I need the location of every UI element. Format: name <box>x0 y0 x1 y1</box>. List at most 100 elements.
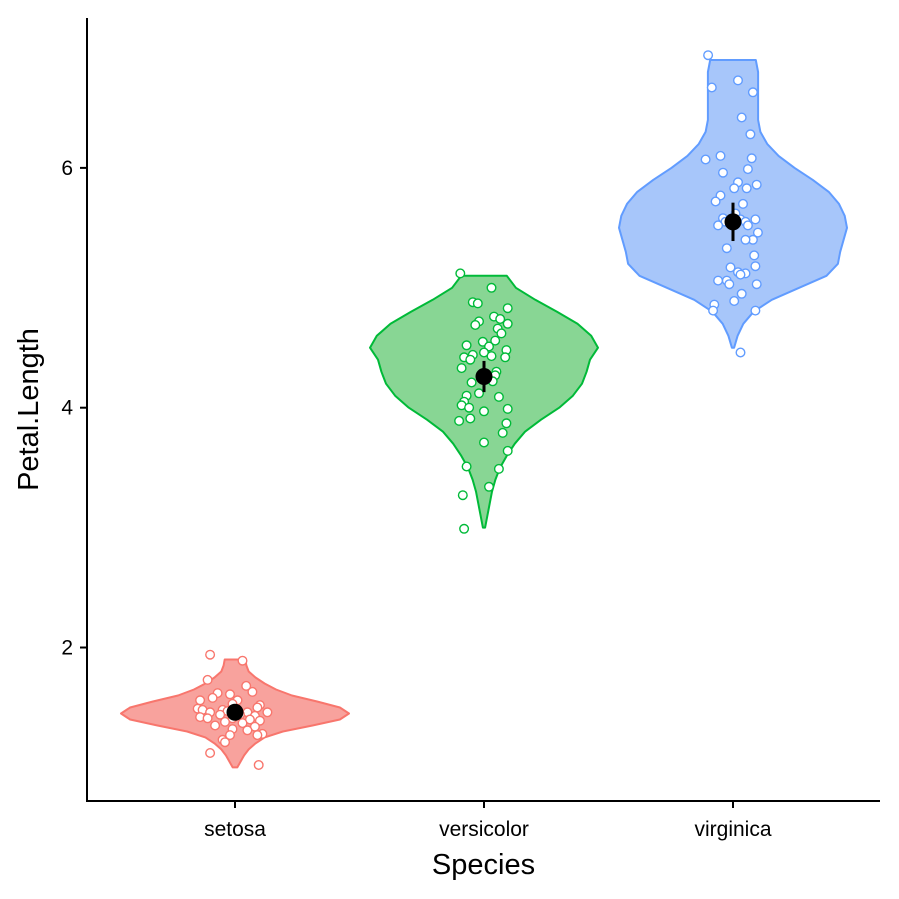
data-point-versicolor <box>470 320 481 331</box>
data-point-setosa <box>253 760 264 771</box>
y-tick-label: 6 <box>61 157 73 180</box>
data-point-versicolor <box>479 406 490 417</box>
data-point-versicolor <box>459 523 470 534</box>
data-point-versicolor <box>501 418 512 429</box>
data-point-virginica <box>710 196 721 207</box>
means-layer <box>226 202 742 721</box>
data-point-versicolor <box>496 328 507 339</box>
data-point-virginica <box>740 234 751 245</box>
data-point-virginica <box>742 220 753 231</box>
data-point-versicolor <box>495 314 506 325</box>
data-point-virginica <box>718 167 729 178</box>
data-point-virginica <box>735 347 746 358</box>
data-point-setosa <box>247 686 258 697</box>
data-point-versicolor <box>502 303 513 314</box>
data-point-setosa <box>202 713 213 724</box>
data-point-virginica <box>741 183 752 194</box>
data-point-virginica <box>742 164 753 175</box>
data-point-versicolor <box>465 413 476 424</box>
violin-versicolor <box>369 274 599 529</box>
x-axis-title: Species <box>432 849 535 881</box>
data-point-virginica <box>752 227 763 238</box>
data-point-versicolor <box>461 340 472 351</box>
data-point-versicolor <box>479 437 490 448</box>
data-point-versicolor <box>486 282 497 293</box>
data-point-versicolor <box>500 352 511 363</box>
data-point-virginica <box>721 243 732 254</box>
data-point-versicolor <box>493 391 504 402</box>
data-point-setosa <box>195 695 206 706</box>
x-tick-label-setosa: setosa <box>204 818 266 841</box>
data-point-virginica <box>750 261 761 272</box>
data-point-setosa <box>237 718 248 729</box>
data-point-virginica <box>713 275 724 286</box>
y-tick-label: 4 <box>61 397 73 420</box>
data-point-versicolor <box>457 490 468 501</box>
data-point-setosa <box>205 748 216 759</box>
data-point-virginica <box>724 279 735 290</box>
data-point-setosa <box>215 709 226 720</box>
data-point-setosa <box>205 649 216 660</box>
data-point-versicolor <box>490 335 501 346</box>
data-point-virginica <box>706 82 717 93</box>
data-point-virginica <box>751 179 762 190</box>
data-point-versicolor <box>456 363 467 374</box>
data-point-setosa <box>202 674 213 685</box>
data-point-virginica <box>703 50 714 61</box>
data-point-versicolor <box>502 445 513 456</box>
data-point-versicolor <box>502 403 513 414</box>
mean-point-versicolor <box>475 368 493 386</box>
data-point-setosa <box>224 689 235 700</box>
data-point-versicolor <box>474 388 485 399</box>
y-axis-ticks: 2 4 6 <box>61 157 87 660</box>
data-point-virginica <box>708 305 719 316</box>
data-point-virginica <box>713 220 724 231</box>
data-point-virginica <box>736 112 747 123</box>
data-point-versicolor <box>465 354 476 365</box>
data-point-virginica <box>751 279 762 290</box>
mean-point-virginica <box>724 213 742 231</box>
data-point-virginica <box>738 198 749 209</box>
data-point-virginica <box>729 183 740 194</box>
data-point-setosa <box>252 702 263 713</box>
data-point-setosa <box>237 655 248 666</box>
data-point-setosa <box>210 720 221 731</box>
data-point-versicolor <box>484 481 495 492</box>
data-point-setosa <box>219 716 230 727</box>
data-point-setosa <box>241 680 252 691</box>
y-tick-label: 2 <box>61 637 73 660</box>
data-point-virginica <box>735 269 746 280</box>
data-point-versicolor <box>502 318 513 329</box>
data-point-virginica <box>715 150 726 161</box>
data-point-versicolor <box>455 268 466 279</box>
data-point-virginica <box>750 214 761 225</box>
data-point-virginica <box>747 87 758 98</box>
x-tick-label-virginica: virginica <box>694 818 771 841</box>
mean-point-setosa <box>226 703 244 721</box>
data-point-versicolor <box>497 427 508 438</box>
data-point-versicolor <box>461 461 472 472</box>
x-axis-ticks: setosa versicolor virginica <box>204 801 772 841</box>
data-point-setosa <box>224 730 235 741</box>
x-tick-label-versicolor: versicolor <box>439 818 529 841</box>
data-point-virginica <box>745 129 756 140</box>
data-point-virginica <box>749 250 760 261</box>
data-point-versicolor <box>454 415 465 426</box>
data-point-virginica <box>733 75 744 86</box>
data-point-versicolor <box>486 351 497 362</box>
data-point-versicolor <box>493 463 504 474</box>
data-point-setosa <box>242 725 253 736</box>
data-point-setosa <box>262 707 273 718</box>
data-point-virginica <box>746 153 757 164</box>
data-point-virginica <box>736 288 747 299</box>
data-point-virginica <box>700 154 711 165</box>
data-point-versicolor <box>466 377 477 388</box>
data-point-virginica <box>750 305 761 316</box>
data-point-versicolor <box>464 402 475 413</box>
data-point-setosa <box>252 730 263 741</box>
y-axis-title: Petal.Length <box>13 328 45 491</box>
data-point-virginica <box>725 262 736 273</box>
data-point-versicolor <box>472 298 483 309</box>
points-layer <box>192 50 763 771</box>
data-point-virginica <box>729 296 740 307</box>
